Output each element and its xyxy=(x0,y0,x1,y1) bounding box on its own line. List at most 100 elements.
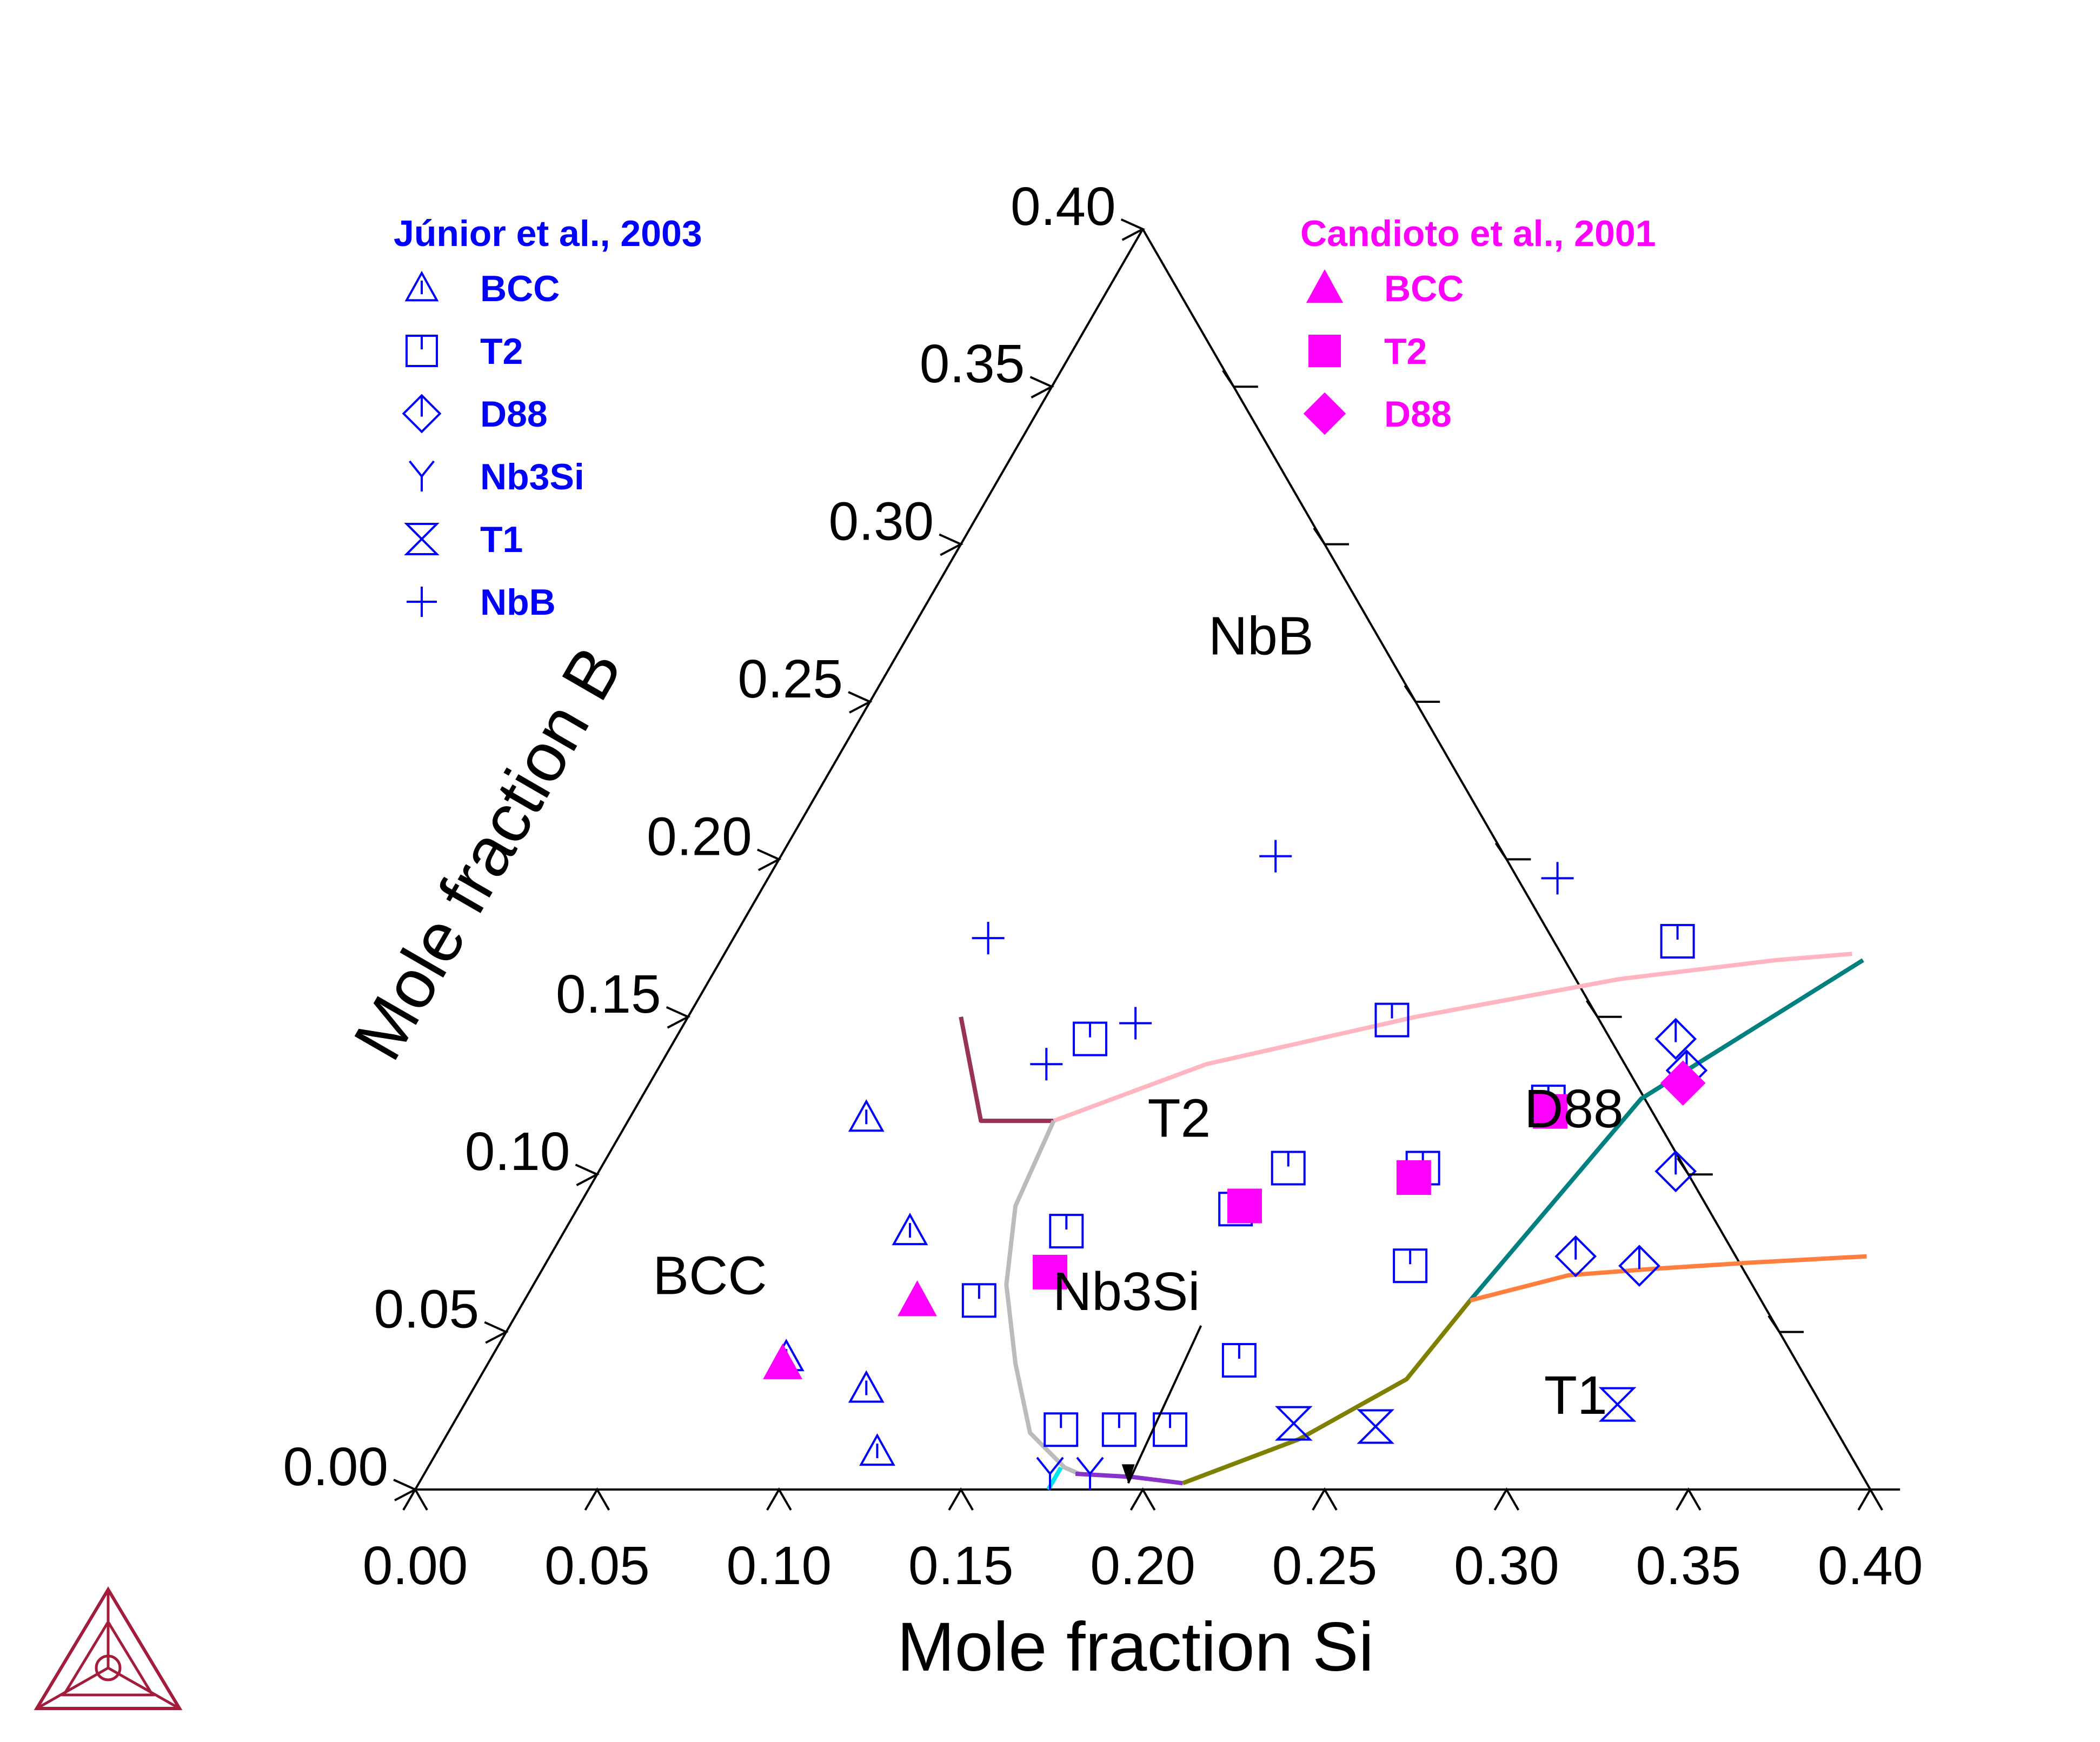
thermo-calc-logo-icon xyxy=(34,1586,183,1710)
data-point-plus xyxy=(1259,840,1292,873)
y-tick xyxy=(1120,218,1146,241)
data-point-open-hourglass xyxy=(1274,1406,1313,1441)
data-point-open-hourglass xyxy=(1598,1387,1637,1422)
legend-marker-plus xyxy=(407,587,437,617)
data-point-open-triangle xyxy=(892,1212,928,1246)
x-tick xyxy=(1857,1487,1883,1511)
phase-boundary-line xyxy=(1182,1299,1472,1486)
data-point-open-diamond xyxy=(1654,1150,1697,1193)
right-tick xyxy=(1767,1315,1804,1333)
data-point-open-y xyxy=(1036,1457,1064,1490)
data-point-plus xyxy=(1030,1048,1063,1081)
data-point-open-square xyxy=(1044,1412,1079,1447)
legend-marker-open-hourglass xyxy=(404,523,440,555)
x-tick xyxy=(402,1487,428,1511)
legend-entry-label: T2 xyxy=(480,331,523,372)
right-tick xyxy=(1585,1000,1622,1018)
legend-entry-label: NbB xyxy=(480,582,556,623)
y-tick xyxy=(939,533,963,556)
legend-marker-filled-triangle xyxy=(1306,269,1344,303)
data-point-open-square xyxy=(961,1283,996,1318)
region-label: BCC xyxy=(653,1246,767,1306)
x-tick-label: 0.00 xyxy=(363,1535,468,1596)
legend-right-title: Candioto et al., 2001 xyxy=(1300,213,1656,254)
x-tick-label: 0.35 xyxy=(1636,1535,1741,1596)
y-tick-label: 0.05 xyxy=(374,1279,480,1340)
data-point-open-diamond xyxy=(1554,1235,1597,1278)
x-tick xyxy=(1312,1487,1338,1511)
legend-right: Candioto et al., 2001 BCC T2 D88 xyxy=(1300,213,1656,435)
x-tick xyxy=(948,1487,974,1511)
data-point-open-diamond xyxy=(1618,1245,1660,1287)
legend-entry-label: D88 xyxy=(480,394,548,435)
y-tick-label: 0.20 xyxy=(647,806,752,867)
y-tick-label: 0.10 xyxy=(465,1121,570,1182)
data-point-open-triangle xyxy=(848,1370,885,1403)
legend-marker-filled-diamond xyxy=(1303,392,1346,435)
legend-entry-label: Nb3Si xyxy=(480,456,584,497)
right-tick xyxy=(1494,842,1531,861)
right-tick xyxy=(1404,684,1440,703)
phase-boundary-line xyxy=(1470,1254,1867,1303)
x-tick-label: 0.40 xyxy=(1818,1535,1923,1596)
region-label: D88 xyxy=(1524,1079,1623,1139)
data-point-open-diamond xyxy=(1654,1018,1697,1060)
data-point-plus xyxy=(1541,862,1574,895)
legend-entry-label: T1 xyxy=(480,519,523,560)
x-tick-label: 0.25 xyxy=(1272,1535,1378,1596)
data-point-filled-triangle xyxy=(763,1343,802,1379)
x-tick xyxy=(766,1487,792,1511)
y-tick-label: 0.40 xyxy=(1011,176,1116,237)
arrow-head xyxy=(1121,1464,1135,1484)
legend-left-title: Júnior et al., 2003 xyxy=(394,213,702,254)
x-tick xyxy=(1493,1487,1520,1511)
phase-boundary-line xyxy=(1053,952,1852,1123)
y-tick-label: 0.25 xyxy=(737,649,843,709)
data-point-filled-square xyxy=(1396,1160,1431,1195)
y-tick-label: 0.15 xyxy=(556,964,661,1025)
axis-ticks: 0.00 0.05 0.10 0.15 0.20 0.25 0.30 0.35 0.40 0.00… xyxy=(283,176,1923,1596)
y-tick-label: 0.00 xyxy=(283,1437,388,1497)
phase-boundary-line xyxy=(1004,1120,1080,1476)
data-point-open-triangle xyxy=(859,1433,895,1466)
legend-marker-open-diamond xyxy=(402,394,442,434)
legend-marker-open-triangle xyxy=(404,270,439,302)
region-label: T1 xyxy=(1544,1365,1607,1426)
data-point-open-square xyxy=(1073,1021,1108,1056)
y-tick xyxy=(848,691,873,714)
x-tick xyxy=(1676,1487,1702,1511)
data-point-open-hourglass xyxy=(1357,1409,1395,1444)
legend-marker-filled-square xyxy=(1308,335,1341,367)
data-point-open-square xyxy=(1221,1343,1257,1378)
data-point-open-square xyxy=(1271,1151,1306,1186)
x-tick-label: 0.10 xyxy=(726,1535,832,1596)
region-label: NbB xyxy=(1208,606,1314,667)
x-tick-label: 0.20 xyxy=(1090,1535,1195,1596)
data-point-filled-triangle xyxy=(898,1280,937,1317)
x-tick-label: 0.30 xyxy=(1454,1535,1559,1596)
x-tick xyxy=(584,1487,610,1511)
right-tick xyxy=(1222,370,1258,388)
data-point-plus xyxy=(972,922,1005,955)
legend-entry-label: D88 xyxy=(1384,394,1452,435)
legend-left: Júnior et al., 2003 BCC T2 D88 Nb3Si T1 NbB xyxy=(394,213,702,623)
x-tick xyxy=(1129,1487,1156,1511)
legend-marker-open-square xyxy=(406,335,438,367)
y-tick xyxy=(666,1006,691,1029)
data-point-open-y xyxy=(1076,1457,1104,1490)
y-tick xyxy=(393,1479,418,1501)
nb3si-annotation-arrow xyxy=(1121,1325,1202,1484)
y-tick xyxy=(1029,376,1054,398)
legend-entry-label: BCC xyxy=(1384,268,1464,309)
x-tick-label: 0.05 xyxy=(544,1535,650,1596)
data-point-open-square xyxy=(1101,1412,1137,1447)
arrow-line xyxy=(1127,1325,1202,1484)
data-point-open-triangle xyxy=(848,1099,885,1132)
phase-boundary-line xyxy=(959,1016,1054,1123)
data-points xyxy=(763,840,1708,1490)
legend-marker-open-y xyxy=(409,460,435,491)
region-label: Nb3Si xyxy=(1053,1261,1200,1322)
right-tick xyxy=(1677,1158,1713,1176)
data-point-filled-square xyxy=(1227,1188,1262,1224)
